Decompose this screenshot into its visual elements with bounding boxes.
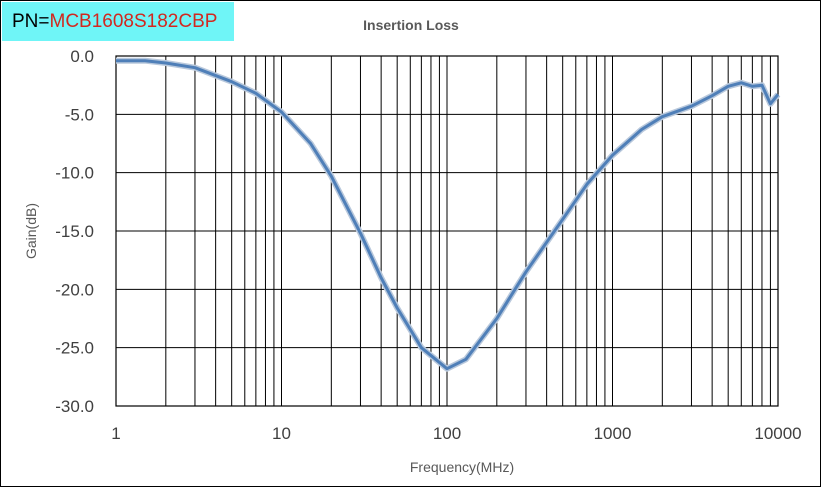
pn-value: MCB1608S182CBP (49, 11, 218, 32)
part-number-label: PN=MCB1608S182CBP (2, 2, 234, 41)
y-tick-label: 0.0 (70, 47, 94, 66)
y-tick-label: -15.0 (55, 222, 94, 241)
y-tick-label: -20.0 (55, 280, 94, 299)
y-axis-label: Gain(dB) (23, 203, 39, 259)
x-tick-label: 1 (111, 424, 120, 443)
x-tick-label: 10000 (754, 424, 801, 443)
x-tick-label: 10 (272, 424, 291, 443)
x-tick-label: 100 (433, 424, 461, 443)
chart-title: Insertion Loss (363, 17, 459, 33)
y-tick-label: -25.0 (55, 339, 94, 358)
x-tick-label: 1000 (594, 424, 632, 443)
pn-prefix: PN= (12, 11, 50, 32)
series-line (116, 59, 780, 371)
x-axis-label: Frequency(MHz) (410, 459, 514, 475)
y-tick-label: -30.0 (55, 397, 94, 416)
y-tick-label: -5.0 (65, 105, 94, 124)
y-tick-label: -10.0 (55, 164, 94, 183)
